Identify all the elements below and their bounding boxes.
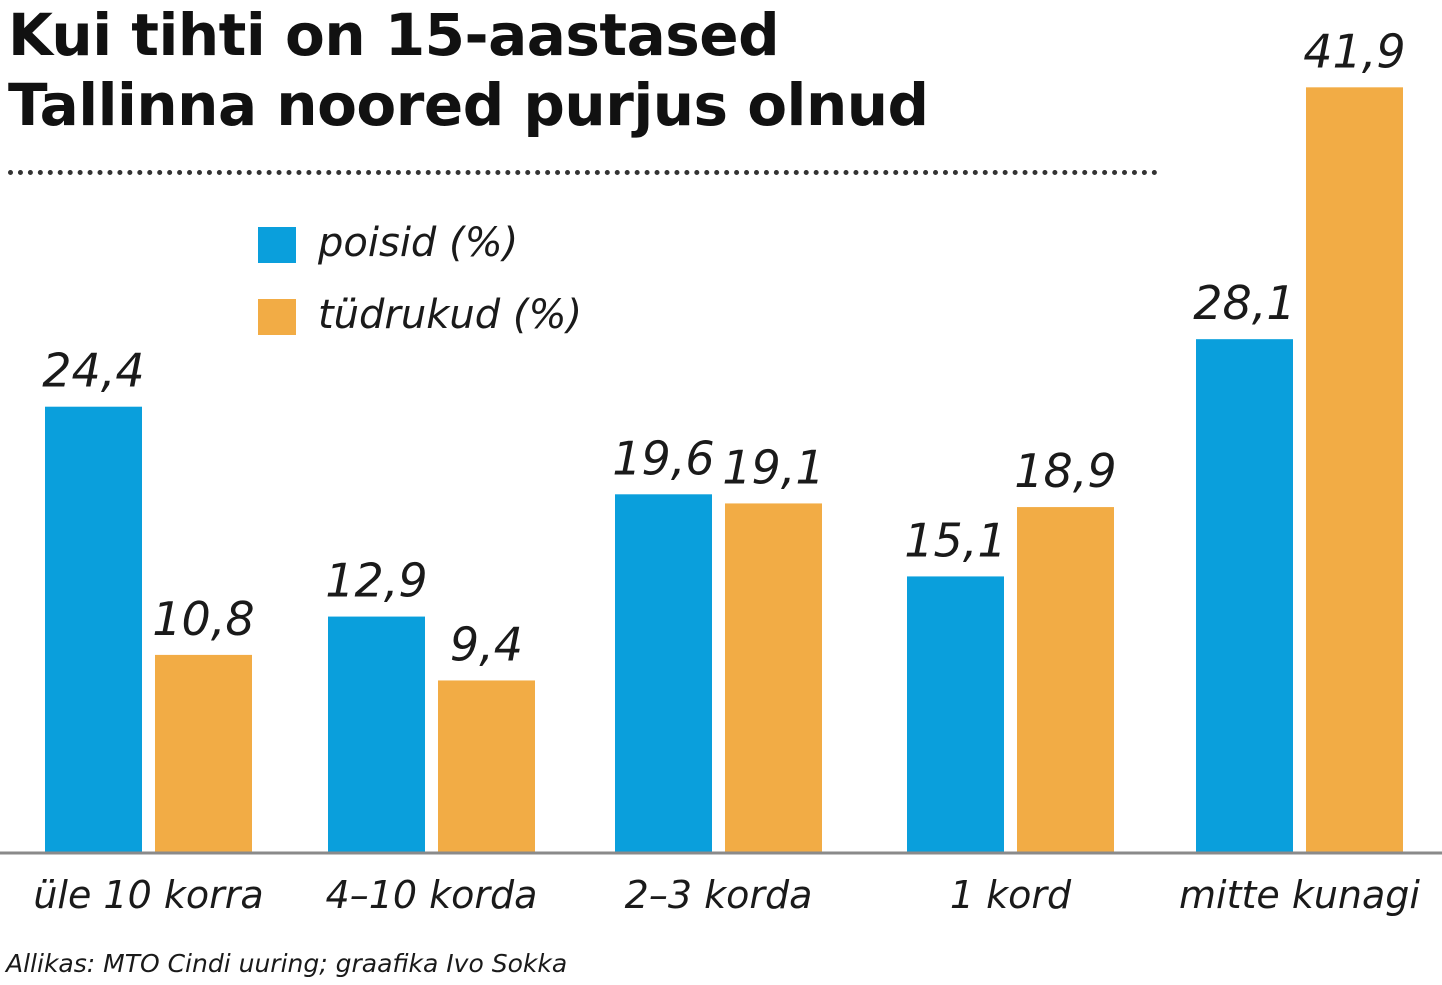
bar-tudrukud-4 xyxy=(1306,87,1403,852)
data-label-tudrukud-3: 18,9 xyxy=(1014,444,1116,498)
legend-label-tudrukud: tüdrukud (%) xyxy=(318,292,583,338)
bar-tudrukud-3 xyxy=(1017,507,1114,852)
x-tick-label-1: 4–10 korda xyxy=(326,873,538,917)
bar-poisid-4 xyxy=(1196,339,1293,852)
source-credit: Allikas: MTO Cindi uuring; graafika Ivo … xyxy=(6,949,568,978)
data-label-poisid-2: 19,6 xyxy=(612,431,714,485)
bar-tudrukud-2 xyxy=(725,503,822,852)
data-label-poisid-3: 15,1 xyxy=(904,513,1006,567)
data-label-tudrukud-1: 9,4 xyxy=(450,617,523,671)
bar-poisid-1 xyxy=(328,616,425,852)
x-tick-label-4: mitte kunagi xyxy=(1179,873,1420,917)
x-tick-label-2: 2–3 korda xyxy=(625,873,813,917)
chart-title-line-1: Kui tihti on 15-aastased xyxy=(8,1,780,69)
data-label-poisid-1: 12,9 xyxy=(325,554,427,608)
legend-swatch-tudrukud xyxy=(258,299,296,335)
chart-title-line-2: Tallinna noored purjus olnud xyxy=(8,71,929,139)
legend-swatch-poisid xyxy=(258,227,296,263)
x-tick-label-3: 1 kord xyxy=(950,873,1072,917)
bar-tudrukud-0 xyxy=(155,654,252,852)
legend-label-poisid: poisid (%) xyxy=(318,220,519,266)
bar-tudrukud-1 xyxy=(438,680,535,852)
data-label-poisid-0: 24,4 xyxy=(42,344,144,398)
bar-poisid-2 xyxy=(615,494,712,852)
data-label-poisid-4: 28,1 xyxy=(1193,276,1295,330)
bar-poisid-0 xyxy=(45,406,142,852)
bar-poisid-3 xyxy=(907,576,1004,852)
chart-title: Kui tihti on 15-aastased Tallinna noored… xyxy=(8,0,929,140)
x-tick-label-0: üle 10 korra xyxy=(33,873,263,917)
data-label-tudrukud-2: 19,1 xyxy=(722,440,824,494)
title-divider xyxy=(8,170,1158,175)
data-label-tudrukud-4: 41,9 xyxy=(1303,24,1405,78)
data-label-tudrukud-0: 10,8 xyxy=(152,592,254,646)
